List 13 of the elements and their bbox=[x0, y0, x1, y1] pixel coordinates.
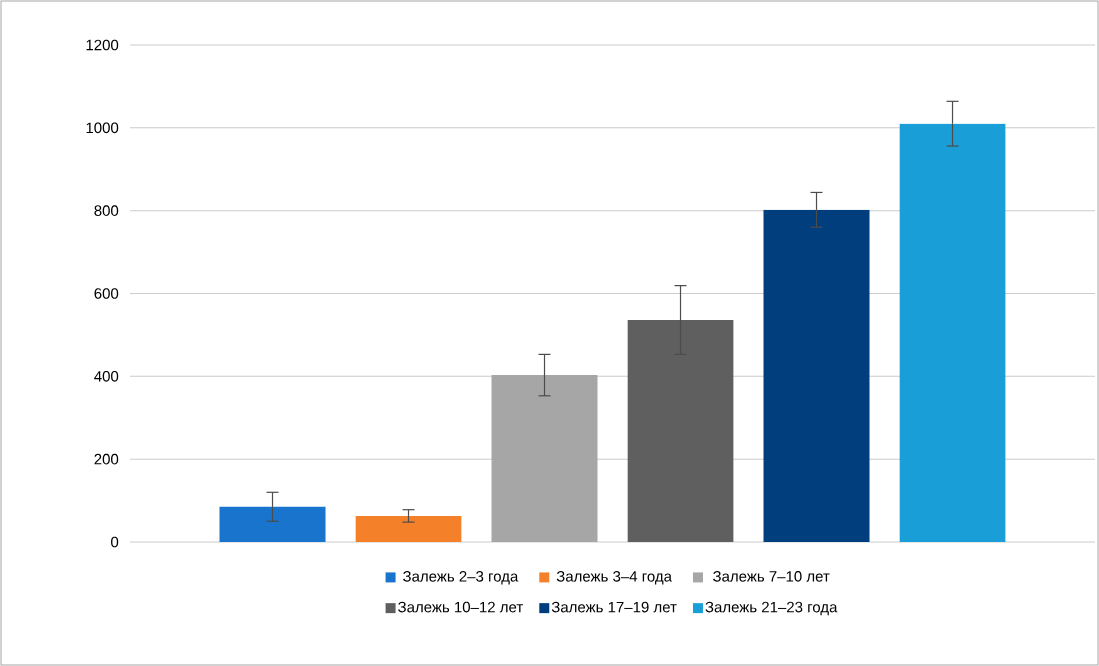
y-tick-label: 0 bbox=[111, 536, 119, 548]
y-tick-label: 1000 bbox=[86, 122, 119, 134]
y-tick-label: 600 bbox=[94, 288, 119, 299]
y-tick-label: 400 bbox=[94, 371, 119, 382]
legend-label: Залежь 17–19 лет bbox=[551, 601, 677, 613]
legend-label: Залежь 2–3 года bbox=[403, 571, 519, 585]
y-tick-label: 800 bbox=[94, 205, 119, 216]
legend-label: Залежь 21–23 года bbox=[705, 601, 838, 616]
legend-label: Залежь 7–10 лет bbox=[713, 571, 830, 582]
legend-label: Залежь 10–12 лет bbox=[398, 601, 523, 613]
legend-label: Залежь 3–4 года bbox=[556, 571, 672, 585]
y-tick-label: 200 bbox=[94, 453, 119, 465]
y-tick-label: 1200 bbox=[86, 39, 119, 51]
